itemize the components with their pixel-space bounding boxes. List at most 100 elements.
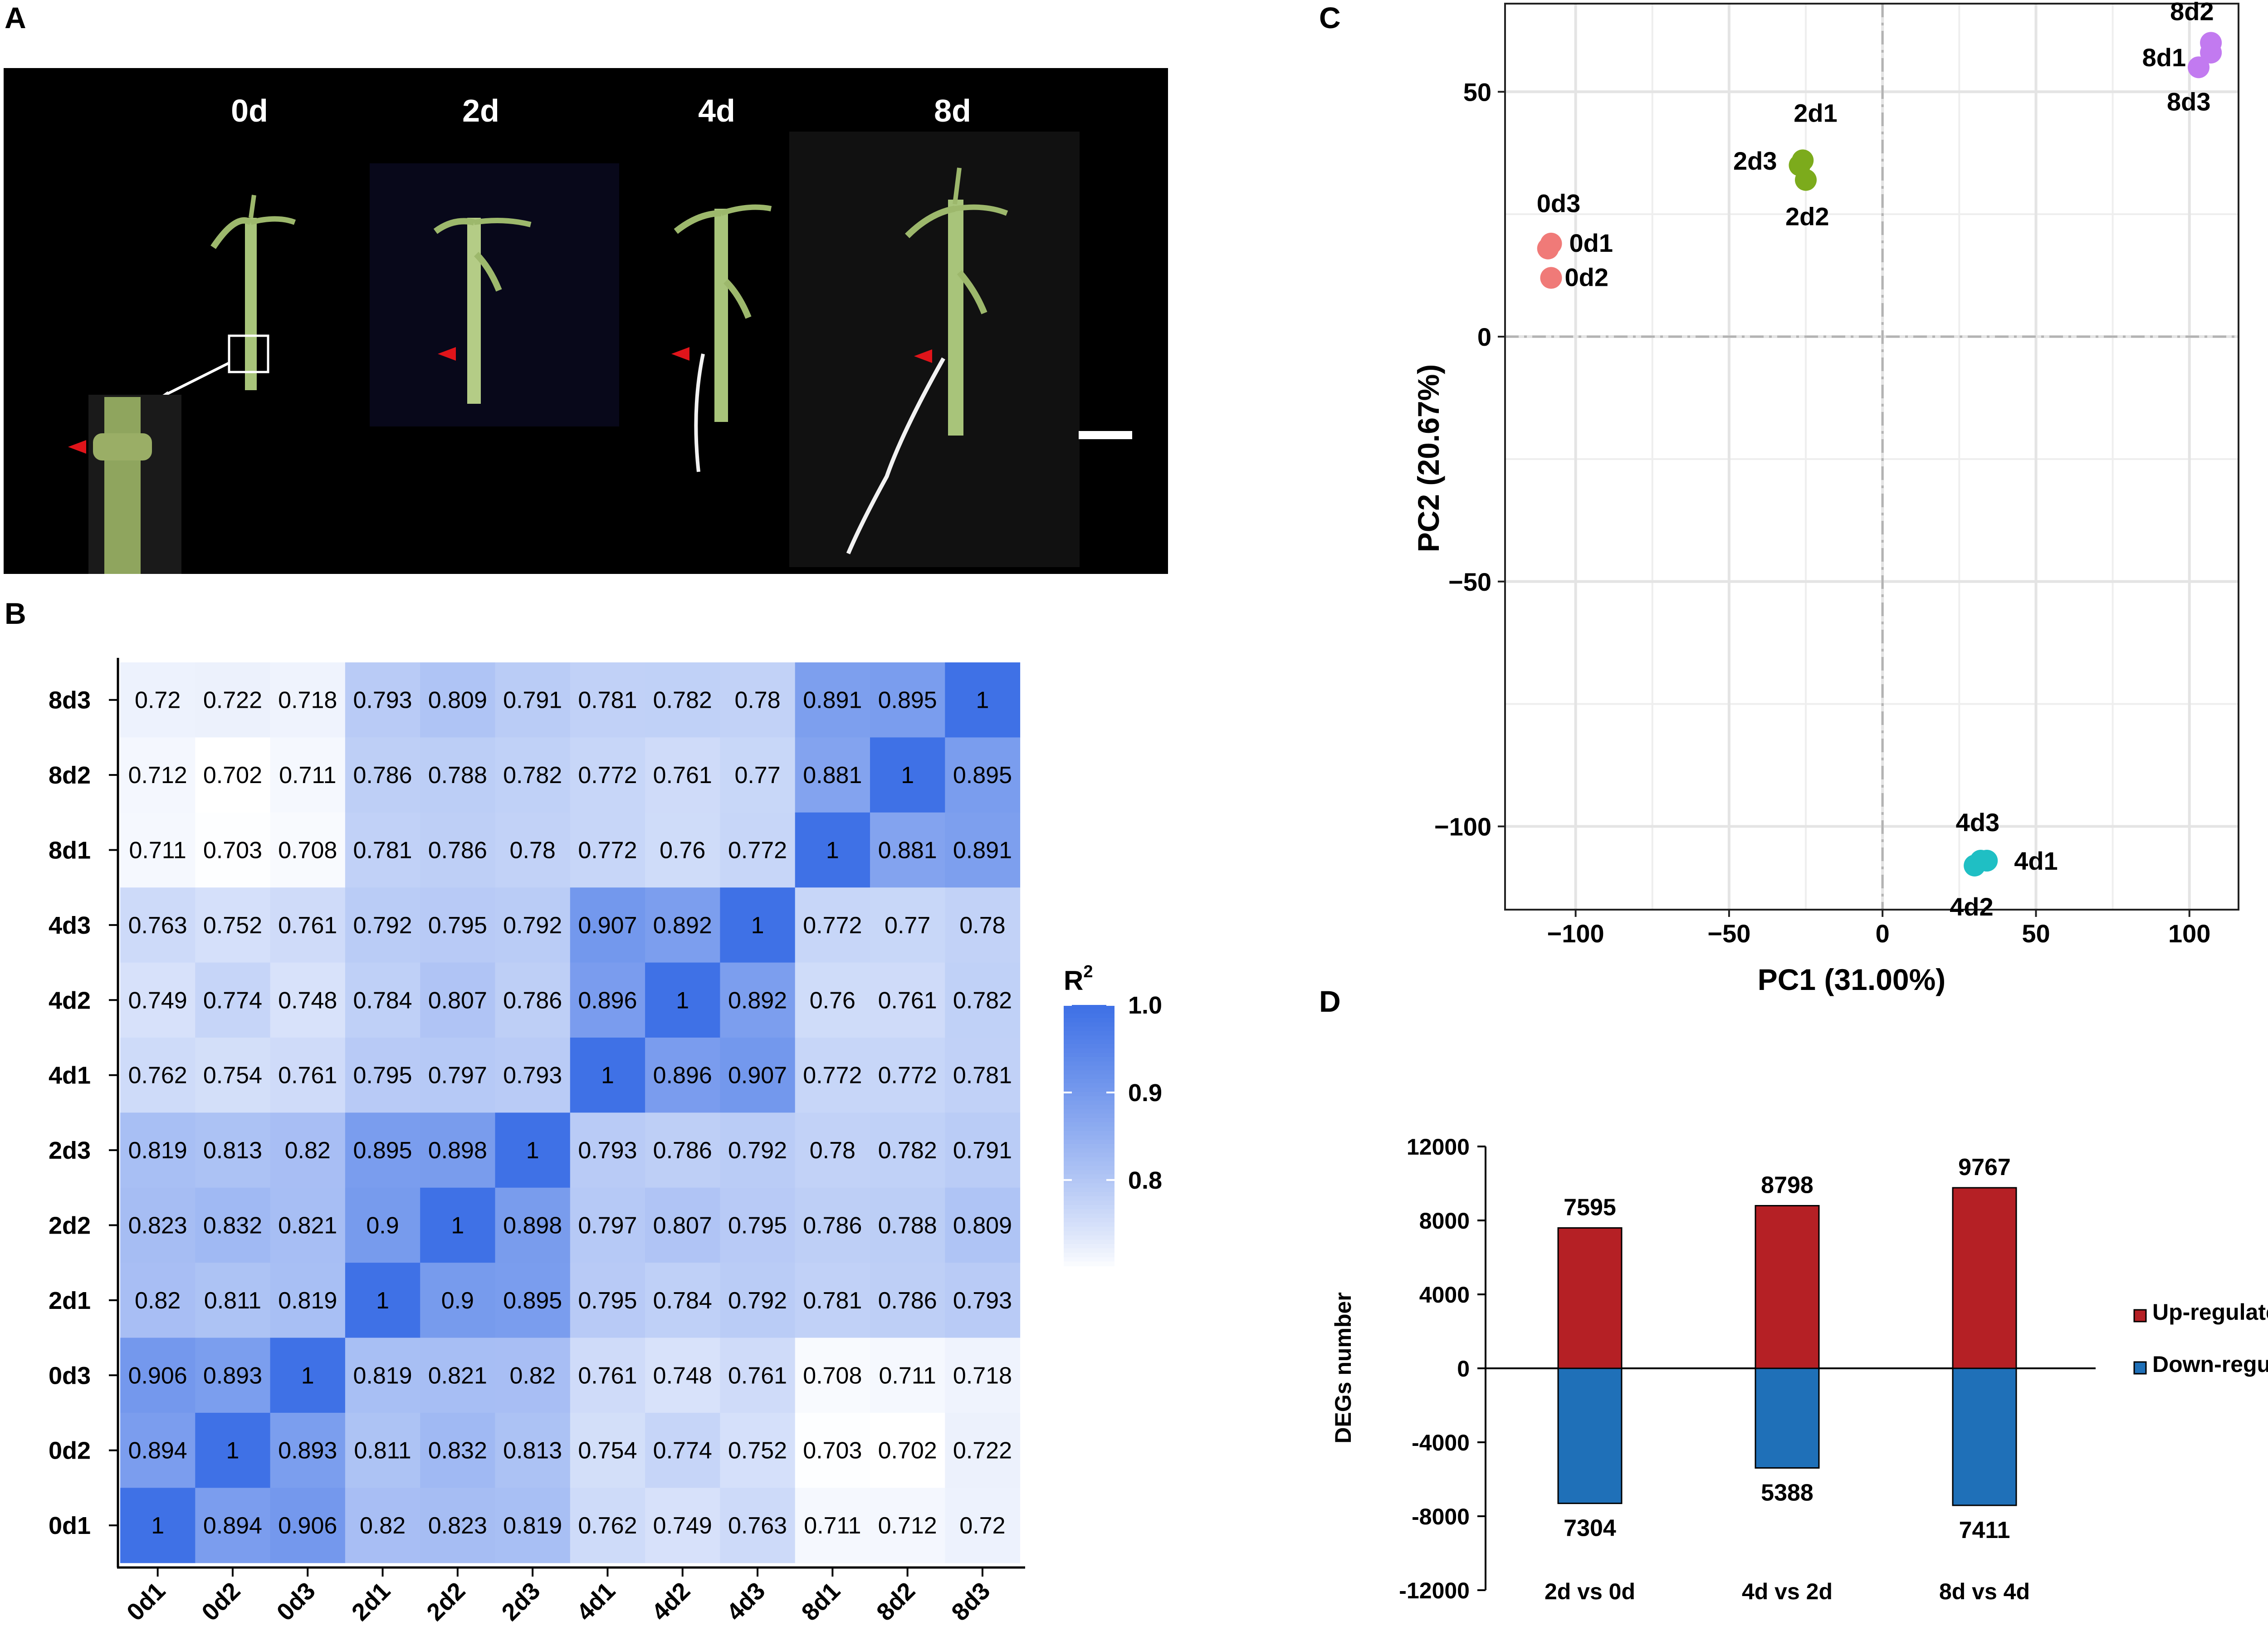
- pca-x-tick-label: −50: [1707, 919, 1750, 948]
- heatmap-cell-value: 0.782: [953, 987, 1012, 1014]
- legend-gradient-step: [1064, 1192, 1114, 1197]
- heatmap-cell: [870, 1337, 945, 1413]
- heatmap-cell: [570, 1337, 645, 1413]
- heatmap-cell: [420, 1038, 495, 1113]
- heatmap-cell: [645, 1187, 720, 1263]
- heatmap-cell: [495, 812, 571, 888]
- bar-down-2: [1755, 1367, 1820, 1469]
- heatmap-cell-value: 1: [226, 1438, 239, 1464]
- legend-gradient-step: [1064, 1205, 1114, 1210]
- heatmap-cell: [120, 1488, 196, 1563]
- bar-value-label: 7411: [1959, 1517, 2010, 1543]
- bar-value-label: 9767: [1958, 1154, 2011, 1181]
- heatmap-cell: [645, 737, 720, 813]
- heatmap-cell-value: 0.819: [503, 1513, 562, 1539]
- heatmap-cell-value: 0.78: [734, 687, 780, 714]
- heatmap-cell-value: 0.881: [803, 762, 862, 789]
- pca-point-8d3: [2188, 56, 2210, 78]
- heatmap-cell: [345, 887, 420, 963]
- arrowhead-2d: [438, 347, 456, 361]
- bar-down-3: [1952, 1367, 2017, 1506]
- heatmap-cell-value: 0.78: [959, 912, 1005, 939]
- heatmap-cell-value: 0.792: [503, 912, 562, 939]
- heatmap-cell-value: 0.892: [728, 987, 787, 1014]
- heatmap-cell-value: 0.712: [128, 762, 187, 789]
- heatmap-cell-value: 0.702: [878, 1438, 937, 1464]
- heatmap-cell: [795, 1337, 870, 1413]
- heatmap-cell: [870, 812, 945, 888]
- heatmap-cell-value: 0.82: [510, 1362, 556, 1389]
- heatmap-cell: [120, 1413, 196, 1488]
- heatmap-cell-value: 1: [451, 1213, 464, 1239]
- heatmap-cell-value: 0.708: [278, 838, 337, 864]
- legend-gradient-step: [1064, 1218, 1114, 1223]
- bar-category-label: 8d vs 4d: [1939, 1579, 2030, 1604]
- heatmap-cell-value: 0.793: [503, 1063, 562, 1089]
- heatmap-cell: [720, 1413, 796, 1488]
- legend-gradient-step: [1064, 1261, 1114, 1266]
- heatmap-cell-value: 0.711: [804, 1513, 861, 1539]
- heatmap-y-tick-label: 0d2: [49, 1437, 91, 1465]
- heatmap-cell-value: 0.895: [353, 1137, 412, 1164]
- heatmap-cell-value: 0.895: [878, 687, 937, 714]
- heatmap-cell: [870, 662, 945, 738]
- heatmap-cell: [645, 1337, 720, 1413]
- pca-point-0d2: [1540, 267, 1562, 289]
- legend-title-r: R2: [1064, 962, 1093, 996]
- heatmap-cell-value: 0.77: [734, 762, 780, 789]
- heatmap-cell: [345, 662, 420, 738]
- heatmap-cell: [420, 887, 495, 963]
- legend-gradient-step: [1064, 1057, 1114, 1062]
- time-label-8d: 8d: [934, 93, 971, 128]
- legend-gradient-step: [1064, 1179, 1114, 1184]
- heatmap-cell-value: 1: [826, 838, 839, 864]
- seedling-4d: [671, 204, 772, 472]
- heatmap-cell: [570, 1112, 645, 1188]
- heatmap-cell-value: 0.78: [510, 838, 556, 864]
- legend-tick-label: 1.0: [1128, 992, 1162, 1019]
- heatmap-cell-value: 0.712: [878, 1513, 937, 1539]
- heatmap-cell-value: 0.797: [428, 1063, 487, 1089]
- heatmap-cell-value: 0.761: [653, 762, 712, 789]
- legend-gradient-step: [1064, 1022, 1114, 1027]
- heatmap-cell: [345, 962, 420, 1038]
- pca-point-8d2: [2200, 32, 2222, 54]
- heatmap-cell: [645, 1413, 720, 1488]
- heatmap-cell-value: 0.809: [953, 1213, 1012, 1239]
- bar-up-3: [1952, 1187, 2017, 1369]
- heatmap-cell-value: 0.711: [879, 1362, 936, 1389]
- heatmap-cell-value: 0.781: [353, 838, 412, 864]
- heatmap-cell-value: 0.772: [728, 838, 787, 864]
- heatmap-cell: [945, 1337, 1021, 1413]
- heatmap-cell: [570, 887, 645, 963]
- heatmap-cell-value: 0.772: [578, 762, 637, 789]
- heatmap-cell: [195, 1337, 271, 1413]
- heatmap-cell: [720, 1038, 796, 1113]
- heatmap-cell-value: 1: [526, 1137, 539, 1164]
- legend-gradient-step: [1064, 1014, 1114, 1019]
- heatmap-cell: [270, 1187, 346, 1263]
- heatmap-cell: [945, 1488, 1021, 1563]
- heatmap-cell: [570, 962, 645, 1038]
- legend-gradient-step: [1064, 1100, 1114, 1106]
- legend-gradient-step: [1064, 1226, 1114, 1232]
- heatmap-cell: [495, 1488, 571, 1563]
- heatmap-cell: [645, 1112, 720, 1188]
- heatmap-cell: [270, 887, 346, 963]
- pca-point-label: 8d2: [2170, 0, 2214, 25]
- bar-legend-label: Down-regulated: [2152, 1352, 2268, 1377]
- heatmap-cell-value: 0.781: [803, 1288, 862, 1314]
- heatmap-cell-value: 0.749: [653, 1513, 712, 1539]
- pca-point-label: 4d1: [2014, 847, 2058, 875]
- heatmap-cell-value: 0.893: [278, 1438, 337, 1464]
- heatmap-cell: [570, 737, 645, 813]
- legend-gradient-step: [1064, 1140, 1114, 1145]
- heatmap-cell: [945, 887, 1021, 963]
- legend-gradient-step: [1064, 1113, 1114, 1119]
- heatmap-cell-value: 0.795: [728, 1213, 787, 1239]
- heatmap-cell: [870, 1488, 945, 1563]
- legend-gradient-step: [1064, 1131, 1114, 1136]
- legend-gradient-step: [1064, 1187, 1114, 1193]
- legend-gradient-step: [1064, 1039, 1114, 1045]
